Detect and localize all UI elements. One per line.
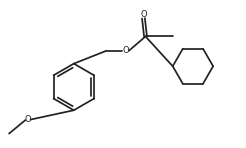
Text: O: O: [140, 10, 147, 19]
Text: O: O: [25, 115, 31, 124]
Text: O: O: [122, 46, 129, 56]
